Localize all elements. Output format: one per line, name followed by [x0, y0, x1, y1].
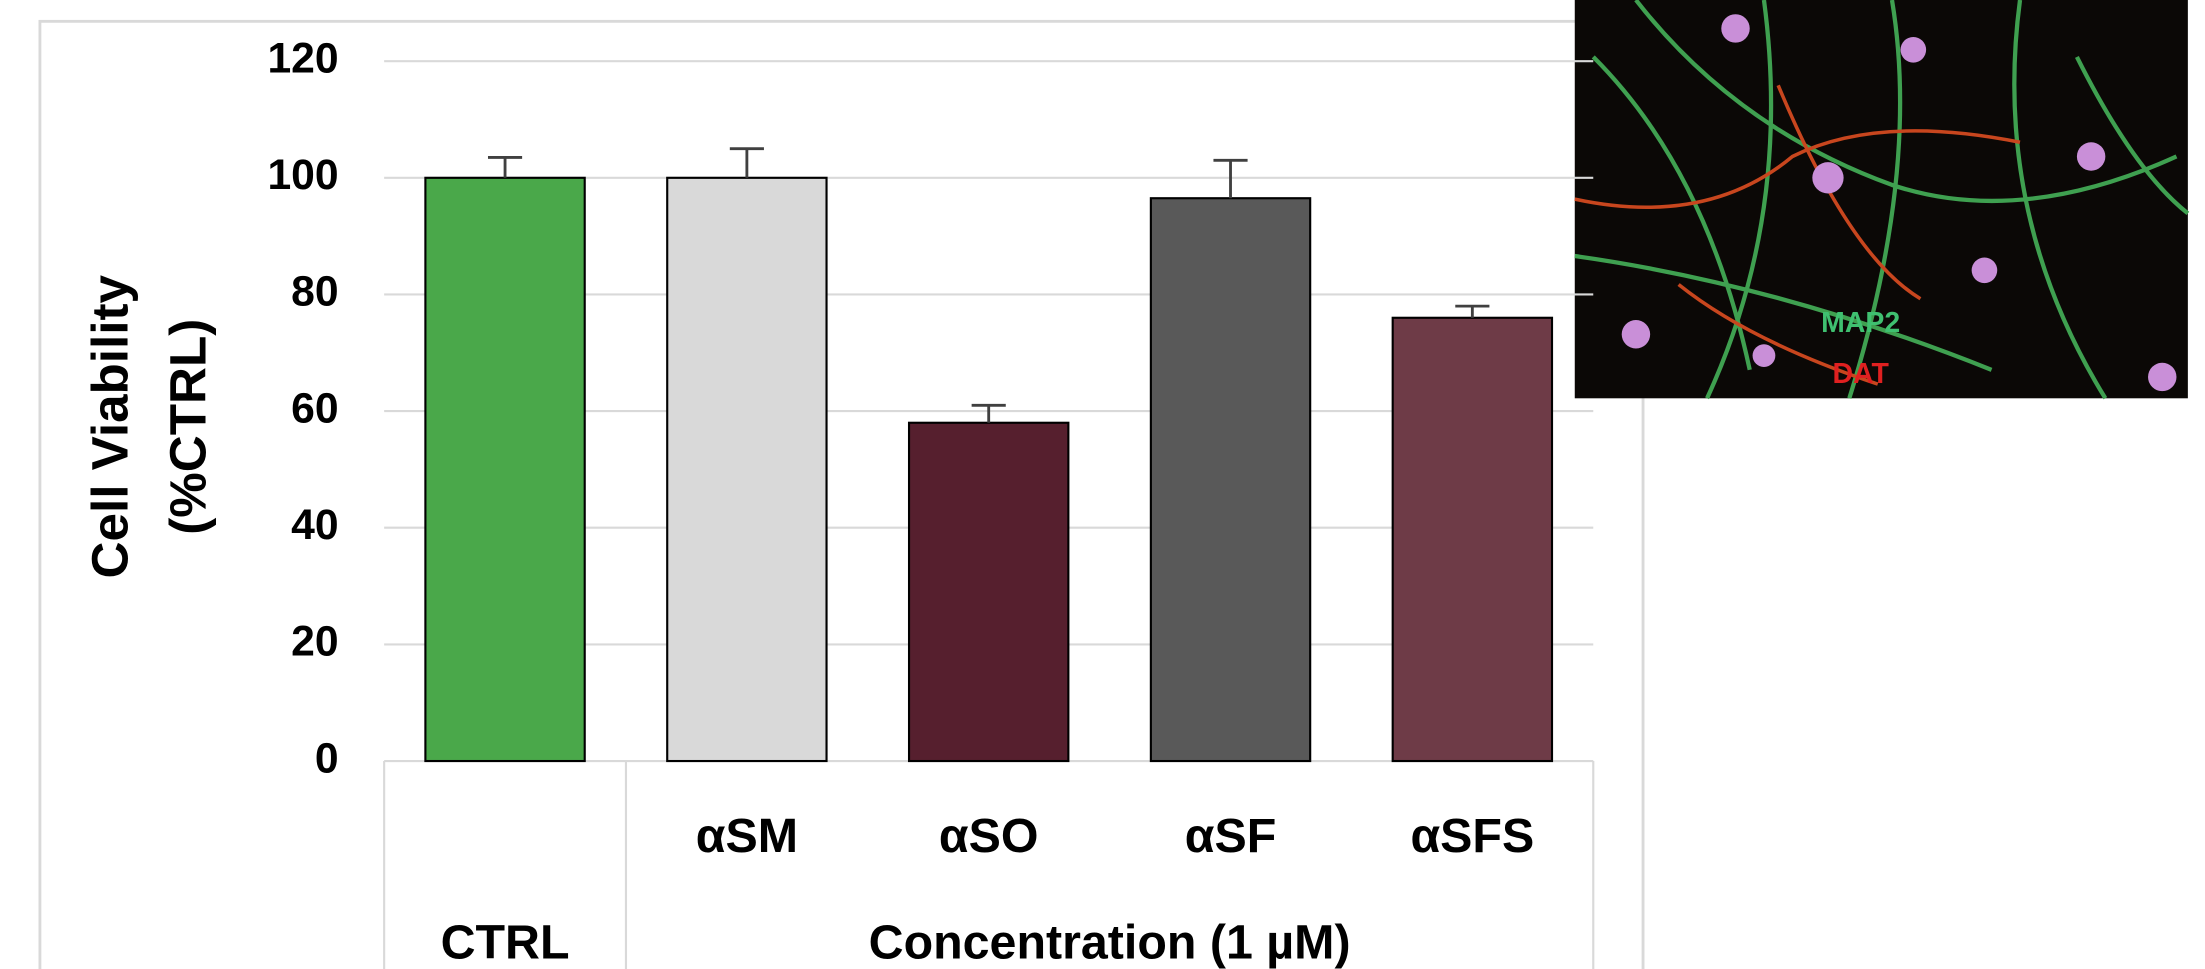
error-bar [972, 405, 1006, 422]
y-tick-label: 60 [291, 384, 338, 432]
x-tick-label: αSO [939, 809, 1039, 863]
error-bar [1455, 306, 1489, 318]
bar [1393, 318, 1552, 761]
bar [909, 423, 1068, 761]
error-bar [1213, 160, 1247, 198]
image-label: MAP2 [1821, 307, 1900, 339]
y-axis-title: Cell Viability [81, 274, 138, 578]
bar [667, 178, 826, 761]
x-tick-label: αSF [1185, 809, 1277, 863]
y-tick-label: 40 [291, 501, 338, 549]
bar [1151, 198, 1310, 761]
group-label: Concentration (1 µM) [869, 916, 1351, 969]
y-tick-label: 80 [291, 268, 338, 316]
y-tick-label: 100 [267, 151, 338, 199]
chart: MAP2 DAT Cell Viability (%CTRL) 0 20 40 60 8… [0, 0, 2205, 969]
y-axis-title: (%CTRL) [160, 319, 217, 535]
error-bar [730, 149, 764, 178]
error-bar [488, 157, 522, 177]
bar [425, 178, 584, 761]
y-tick-label: 0 [315, 734, 339, 782]
x-tick-label: αSFS [1410, 809, 1534, 863]
y-tick-label: 120 [267, 34, 338, 82]
image-label: DAT [1833, 358, 1890, 390]
y-tick-label: 20 [291, 618, 338, 666]
x-tick-label: αSM [696, 809, 798, 863]
group-label: CTRL [441, 916, 570, 969]
micrograph: MAP2 DAT [1575, 0, 2188, 398]
